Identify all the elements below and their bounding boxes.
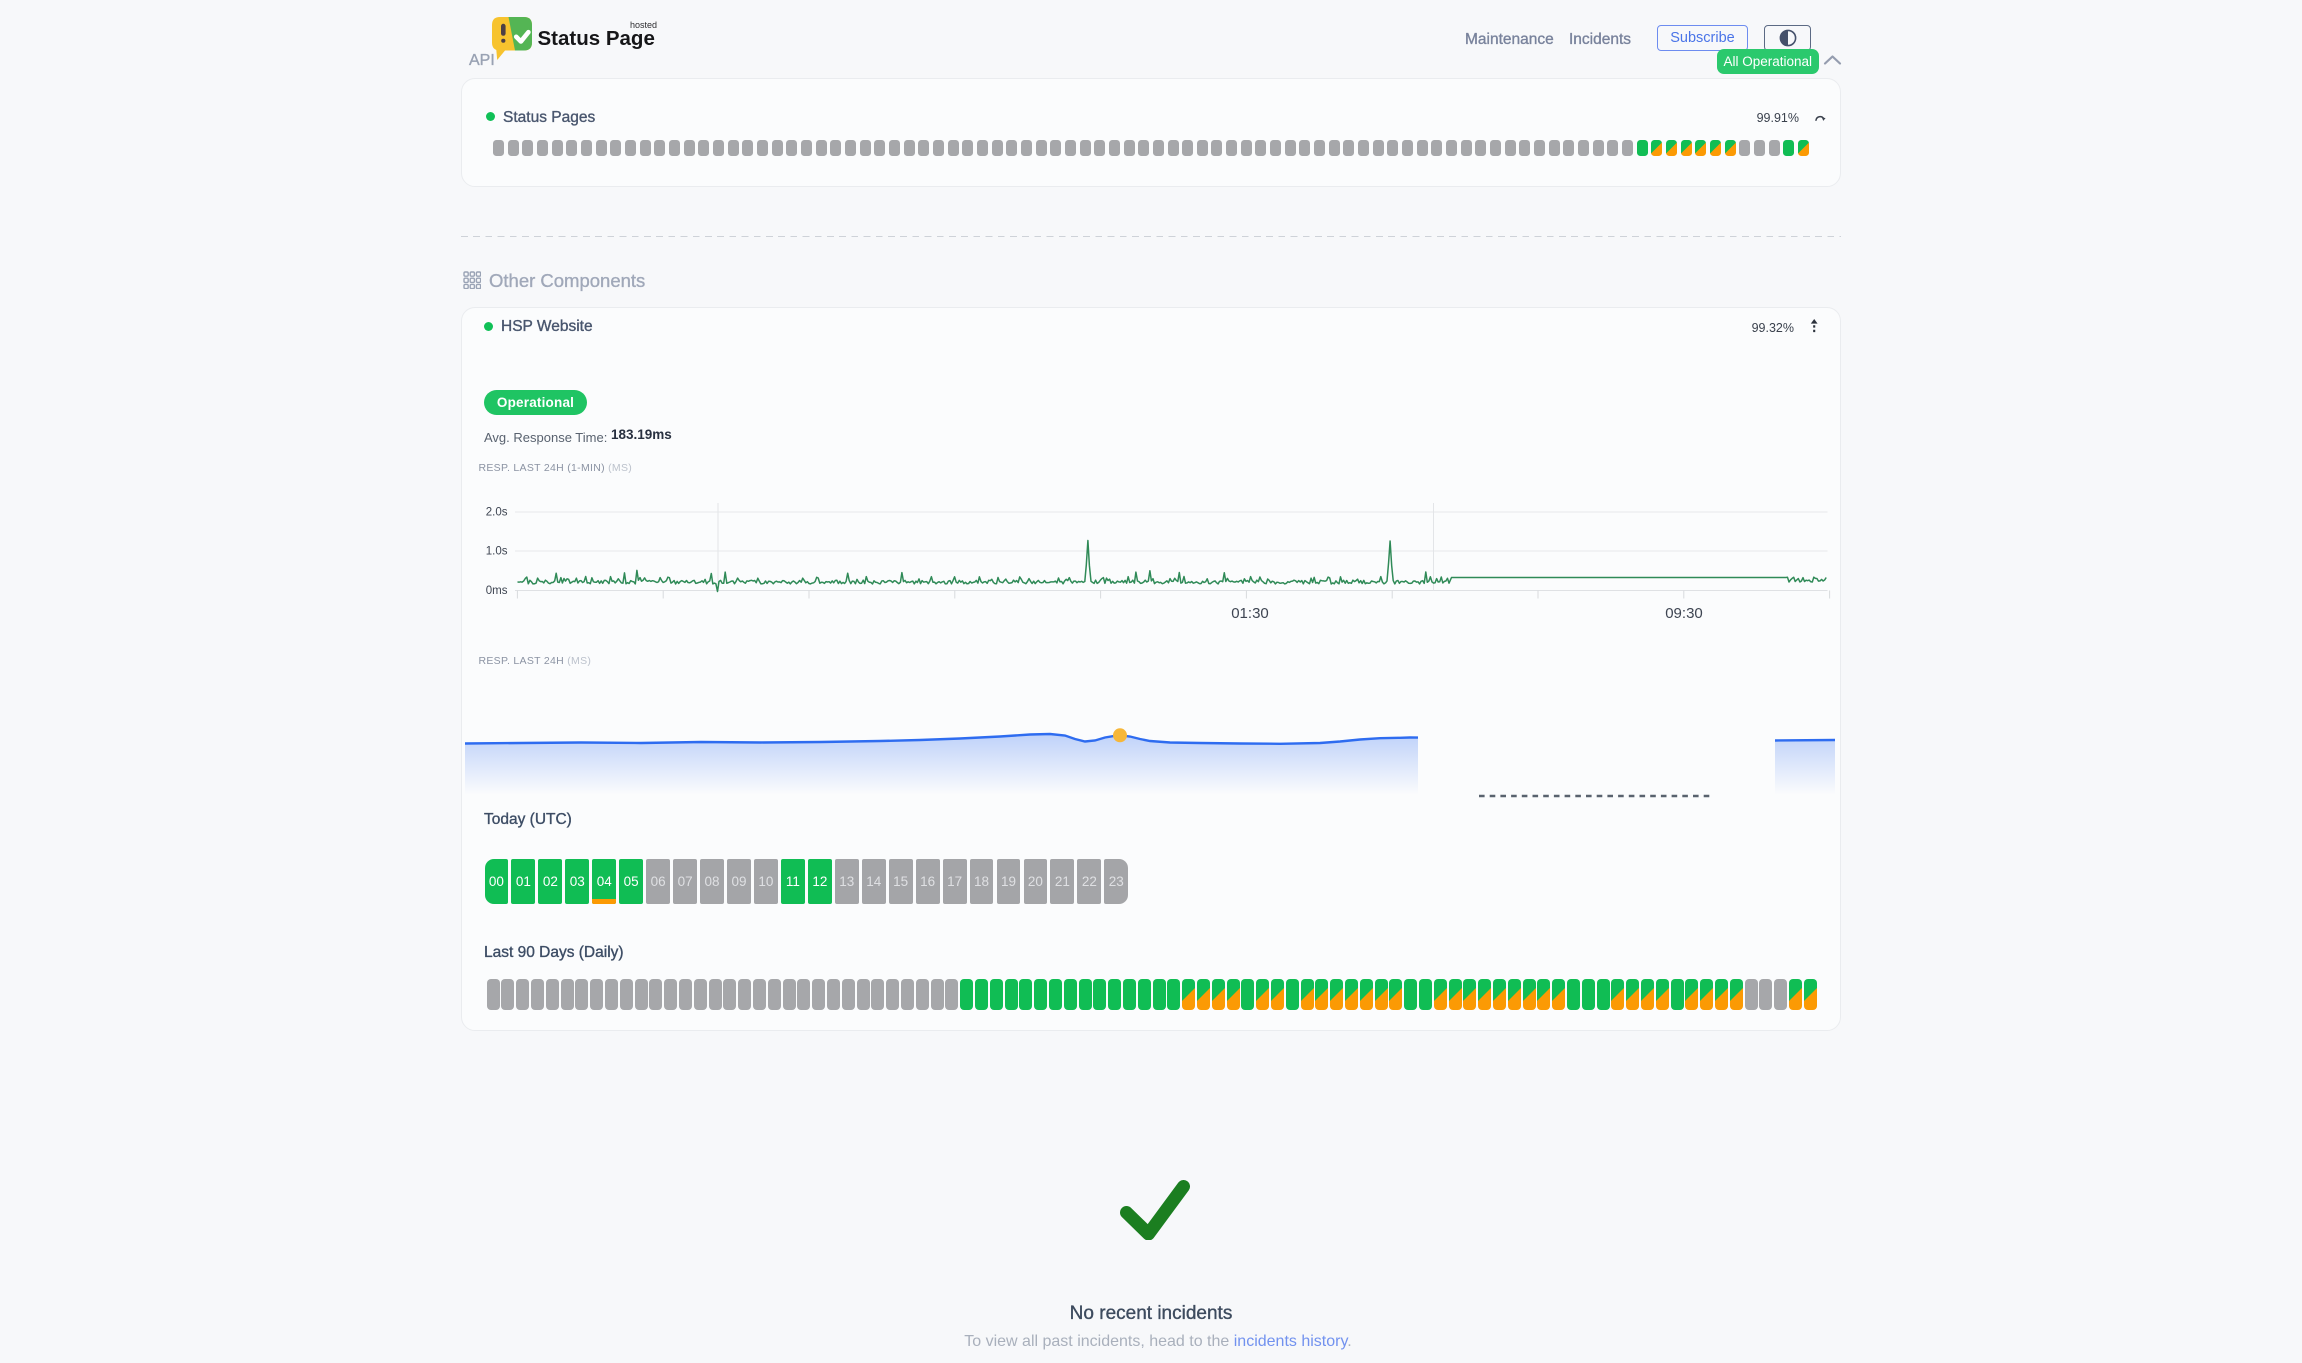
svg-text:2.0s: 2.0s (486, 507, 508, 519)
svg-text:1.0s: 1.0s (486, 546, 508, 558)
svg-text:09:30: 09:30 (1665, 605, 1703, 622)
svg-text:01:30: 01:30 (1231, 605, 1269, 622)
svg-text:0ms: 0ms (486, 585, 508, 597)
